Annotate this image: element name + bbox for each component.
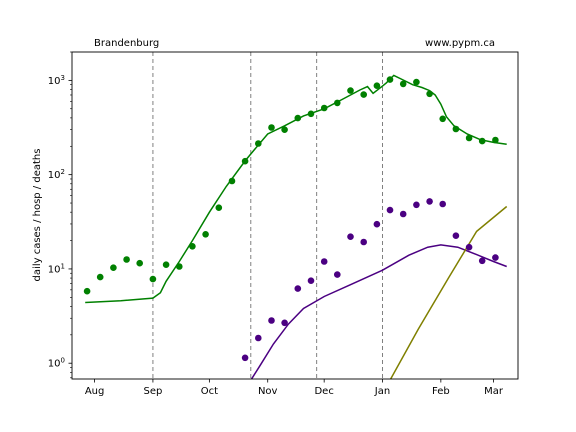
- hosp-points-3: [281, 319, 288, 327]
- hosp-points-16: [452, 232, 460, 239]
- hosp-points-19: [492, 254, 499, 261]
- hosp-points-10: [373, 220, 381, 228]
- chart-title-right: www.pypm.ca: [425, 38, 495, 49]
- y-axis-label: daily cases / hosp / deaths: [32, 149, 43, 282]
- cases-points-2: [110, 264, 117, 272]
- y-tick-label-0: 100: [48, 357, 65, 370]
- cases-points-18: [320, 104, 328, 112]
- cases-model-line: [85, 74, 507, 304]
- cases-points-12: [241, 157, 249, 165]
- cases-points-10: [215, 204, 223, 211]
- cases-points-24: [399, 80, 407, 88]
- cases-points-19: [334, 99, 341, 107]
- hosp-points-1: [254, 334, 262, 342]
- cases-points-0: [83, 287, 91, 295]
- x-tick-label-aug: Aug: [85, 386, 105, 397]
- y-axis-ticks: 100 101 102 103: [48, 51, 72, 379]
- cases-points-7: [176, 263, 183, 270]
- hosp-points-17: [465, 243, 473, 251]
- vertical-reference-lines: [152, 52, 384, 379]
- cases-points-11: [228, 177, 236, 185]
- cases-points-5: [149, 275, 157, 283]
- cases-points-31: [492, 136, 499, 144]
- y-tick-label-3: 103: [48, 74, 65, 87]
- x-tick-label-oct: Oct: [201, 386, 218, 397]
- cases-points-22: [373, 82, 381, 89]
- x-tick-label-dec: Dec: [314, 386, 333, 397]
- cases-points-1: [96, 273, 104, 281]
- chart-title-left: Brandenburg: [94, 38, 159, 49]
- cases-points-3: [123, 256, 130, 263]
- cases-points-9: [202, 231, 209, 238]
- hosp-points-4: [294, 285, 302, 292]
- cases-points-21: [360, 91, 368, 98]
- hosp-points-6: [320, 258, 328, 265]
- cases-points-13: [254, 140, 262, 147]
- cases-points-27: [439, 115, 447, 123]
- y-tick-label-2: 102: [48, 168, 65, 181]
- cases-points-16: [294, 114, 302, 122]
- cases-points-6: [162, 261, 170, 269]
- hosp-points-14: [426, 198, 433, 205]
- model-lines: [85, 74, 508, 379]
- data-points: [83, 76, 499, 362]
- plot-frame: [71, 51, 519, 380]
- hosp-points-0: [241, 354, 249, 362]
- cases-points-25: [413, 78, 420, 86]
- hosp-points-11: [386, 206, 394, 214]
- hosp-points-18: [478, 257, 486, 265]
- hosp-points-9: [360, 238, 368, 246]
- cases-points-17: [307, 110, 315, 118]
- hosp-points-8: [347, 233, 354, 240]
- cases-points-8: [189, 243, 196, 250]
- cases-points-26: [426, 90, 433, 98]
- hosp-model-line: [250, 244, 507, 379]
- hosp-points-13: [413, 201, 420, 209]
- cases-points-14: [268, 124, 275, 131]
- cases-points-15: [281, 126, 288, 133]
- y-tick-label-1: 101: [48, 262, 65, 275]
- cases-points-23: [386, 76, 394, 83]
- x-tick-label-mar: Mar: [484, 386, 504, 397]
- x-tick-label-jan: Jan: [374, 386, 390, 397]
- hosp-points-5: [307, 277, 315, 285]
- x-axis-ticks: Aug Sep Oct Nov Dec Jan Feb Mar: [85, 379, 504, 397]
- cases-points-29: [465, 134, 473, 142]
- deaths-model-line: [389, 205, 508, 379]
- hosp-points-2: [268, 317, 275, 324]
- x-tick-label-nov: Nov: [258, 386, 278, 397]
- cases-points-4: [136, 259, 143, 267]
- hosp-points-15: [439, 200, 447, 208]
- hosp-points-12: [399, 210, 407, 218]
- cases-points-28: [452, 125, 460, 133]
- hosp-points-7: [334, 271, 341, 278]
- cases-points-20: [347, 87, 354, 94]
- x-tick-label-feb: Feb: [432, 386, 450, 397]
- x-tick-label-sep: Sep: [143, 386, 162, 397]
- cases-points-30: [478, 137, 486, 145]
